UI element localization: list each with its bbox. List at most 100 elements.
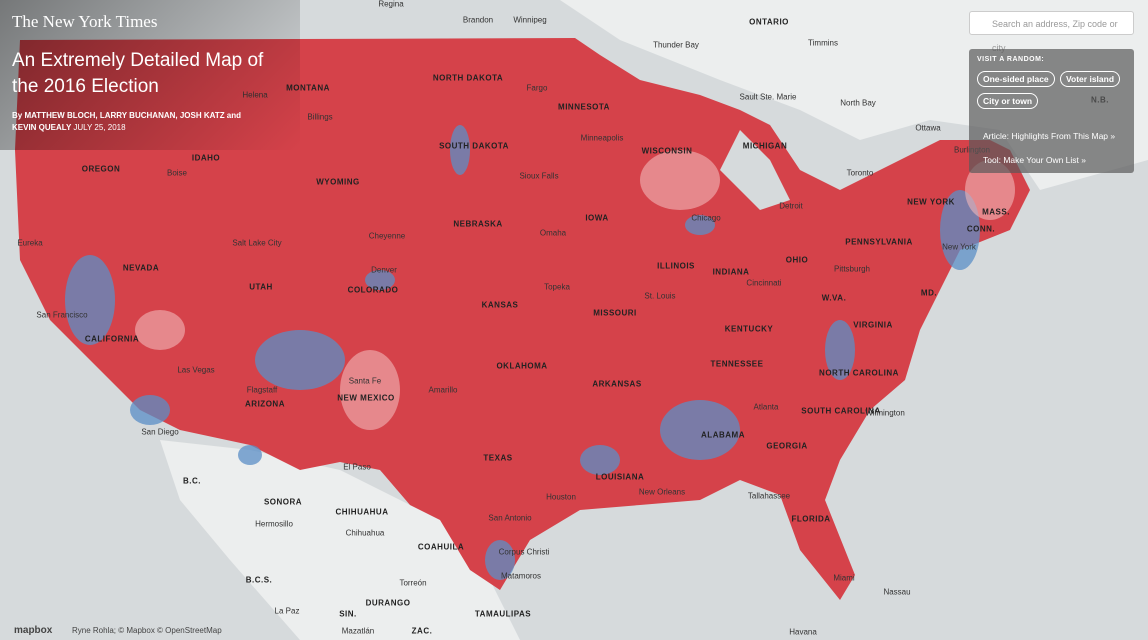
mexico-land bbox=[160, 440, 520, 640]
city-label: San Francisco bbox=[36, 310, 88, 320]
city-label: El Paso bbox=[343, 462, 371, 472]
region-label: IOWA bbox=[585, 213, 609, 223]
region-label: UTAH bbox=[249, 282, 273, 292]
region-label: ARKANSAS bbox=[592, 379, 642, 389]
city-label: Tallahassee bbox=[747, 491, 791, 501]
city-label: Amarillo bbox=[428, 385, 458, 395]
region-label: PENNSYLVANIA bbox=[845, 237, 913, 247]
city-label: Atlanta bbox=[753, 402, 779, 412]
masthead[interactable]: The New York Times bbox=[12, 12, 158, 31]
city-label: Houston bbox=[546, 492, 576, 502]
city-label: Nassau bbox=[883, 587, 911, 597]
city-label: North Bay bbox=[840, 98, 876, 108]
city-label: Mazatlán bbox=[341, 626, 375, 636]
region-label: TENNESSEE bbox=[710, 359, 764, 369]
region-label: ARIZONA bbox=[245, 399, 285, 409]
region-label: GEORGIA bbox=[766, 441, 808, 451]
city-label: Matamoros bbox=[500, 571, 542, 581]
city-label: Topeka bbox=[544, 282, 570, 292]
region-label: NEW MEXICO bbox=[337, 393, 395, 403]
region-label: ILLINOIS bbox=[657, 261, 695, 271]
region-label: VIRGINIA bbox=[853, 320, 893, 330]
random-button[interactable]: Voter island bbox=[1060, 71, 1121, 87]
region-label: MONTANA bbox=[286, 83, 330, 93]
city-label: St. Louis bbox=[644, 291, 676, 301]
region-label: OKLAHOMA bbox=[496, 361, 548, 371]
lake-michigan bbox=[720, 130, 790, 210]
region-label: WYOMING bbox=[316, 177, 360, 187]
city-label: Omaha bbox=[539, 228, 567, 238]
region-label: COLORADO bbox=[347, 285, 399, 295]
region-label: COAHUILA bbox=[417, 542, 465, 552]
region-label: SIN. bbox=[339, 609, 357, 619]
region-label: MD. bbox=[920, 288, 938, 298]
city-label: Minneapolis bbox=[580, 133, 624, 143]
region-label: NEW YORK bbox=[907, 197, 955, 207]
region-label: TAMAULIPAS bbox=[474, 609, 532, 619]
region-label: W.VA. bbox=[821, 293, 847, 303]
city-label: Hermosillo bbox=[255, 519, 293, 529]
random-button[interactable]: One-sided place bbox=[977, 71, 1055, 87]
city-label: Corpus Christi bbox=[498, 547, 550, 557]
city-label: Torreón bbox=[399, 578, 427, 588]
city-label: New Orleans bbox=[638, 487, 686, 497]
region-label: ONTARIO bbox=[749, 17, 789, 27]
city-label: La Paz bbox=[274, 606, 300, 616]
region-label: NEVADA bbox=[122, 263, 160, 273]
article-link[interactable]: Article: Highlights From This Map » bbox=[983, 131, 1116, 141]
search-box[interactable]: Search an address, Zip code or city bbox=[969, 11, 1134, 53]
lean-areas bbox=[135, 150, 1015, 430]
city-label: Ottawa bbox=[915, 123, 941, 133]
city-label: Pittsburgh bbox=[833, 264, 871, 274]
city-label: Boise bbox=[166, 168, 188, 178]
page-title: An Extremely Detailed Map of the 2016 El… bbox=[12, 50, 264, 97]
random-panel: VISIT A RANDOM: One-sided place Voter is… bbox=[969, 49, 1134, 173]
footer: mapbox Ryne Rohla; © Mapbox © OpenStreet… bbox=[0, 622, 520, 640]
region-label: WISCONSIN bbox=[641, 146, 693, 156]
city-label: Detroit bbox=[779, 201, 803, 211]
city-label: Cheyenne bbox=[368, 231, 406, 241]
city-label: Las Vegas bbox=[177, 365, 215, 375]
city-label: Winnipeg bbox=[513, 15, 547, 25]
city-label: Sioux Falls bbox=[519, 171, 559, 181]
city-label: Timmins bbox=[808, 38, 838, 48]
panel-heading: VISIT A RANDOM: bbox=[977, 56, 1045, 63]
region-label: CONN. bbox=[966, 224, 996, 234]
city-label: Thunder Bay bbox=[653, 40, 699, 50]
city-label: Fargo bbox=[526, 83, 548, 93]
city-label: Toronto bbox=[846, 168, 874, 178]
city-label: Brandon bbox=[462, 15, 494, 25]
region-label: MASS. bbox=[982, 207, 1010, 217]
mapbox-logo[interactable]: mapbox bbox=[14, 625, 53, 636]
city-label: Miami bbox=[833, 573, 855, 583]
city-label: Havana bbox=[789, 627, 817, 637]
region-label: NORTH CAROLINA bbox=[819, 368, 899, 378]
region-label: SONORA bbox=[263, 497, 303, 507]
search-placeholder: Search an address, Zip code or city bbox=[992, 19, 1118, 53]
city-label: Regina bbox=[378, 0, 404, 9]
region-label: B.C.S. bbox=[245, 575, 273, 585]
region-label: CALIFORNIA bbox=[84, 334, 140, 344]
region-label: MINNESOTA bbox=[558, 102, 610, 112]
city-label: Chicago bbox=[691, 213, 721, 223]
tool-link[interactable]: Tool: Make Your Own List » bbox=[983, 155, 1087, 165]
region-label: FLORIDA bbox=[791, 514, 831, 524]
region-label: NORTH DAKOTA bbox=[432, 73, 504, 83]
region-label: SOUTH DAKOTA bbox=[439, 141, 509, 151]
city-label: Cincinnati bbox=[746, 278, 782, 288]
city-label: Billings bbox=[307, 112, 333, 122]
region-label: KANSAS bbox=[481, 300, 519, 310]
region-label: TEXAS bbox=[483, 453, 513, 463]
region-label: LOUISIANA bbox=[595, 472, 645, 482]
region-label: CHIHUAHUA bbox=[335, 507, 389, 517]
region-label: INDIANA bbox=[712, 267, 750, 277]
region-label: ZAC. bbox=[411, 626, 433, 636]
city-label: New York bbox=[942, 242, 976, 252]
header-shade bbox=[0, 0, 300, 150]
region-label: SOUTH CAROLINA bbox=[801, 406, 881, 416]
city-label: Eureka bbox=[17, 238, 43, 248]
region-label: DURANGO bbox=[365, 598, 411, 608]
region-label: MICHIGAN bbox=[742, 141, 788, 151]
region-label: KENTUCKY bbox=[724, 324, 774, 334]
random-button[interactable]: City or town bbox=[977, 93, 1039, 109]
